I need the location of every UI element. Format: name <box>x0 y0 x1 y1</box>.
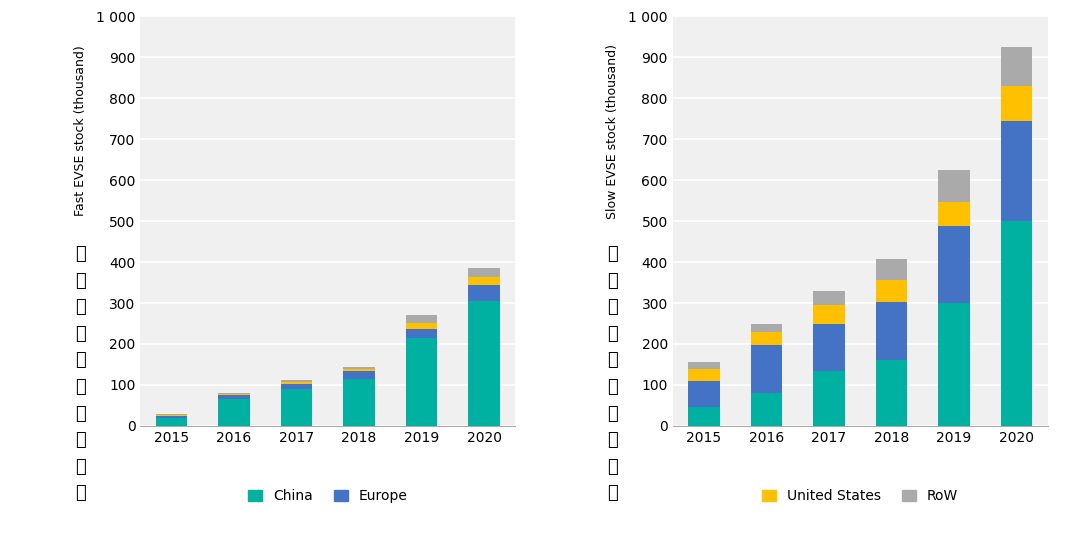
Text: 有: 有 <box>607 352 618 369</box>
Text: （: （ <box>607 405 618 423</box>
Legend: United States, RoW: United States, RoW <box>757 484 963 509</box>
Bar <box>876 259 907 280</box>
Bar <box>281 384 312 389</box>
Bar <box>688 363 719 369</box>
Bar <box>813 371 845 426</box>
Bar <box>218 394 249 395</box>
Bar <box>281 382 312 384</box>
Text: ）: ） <box>75 484 85 502</box>
Text: （: （ <box>75 405 85 423</box>
Bar <box>156 415 187 416</box>
Bar <box>751 331 782 345</box>
Bar <box>1001 86 1032 121</box>
Bar <box>751 345 782 393</box>
Bar <box>156 418 187 426</box>
Bar <box>876 302 907 359</box>
Bar <box>1001 221 1032 426</box>
Bar <box>218 399 249 426</box>
Text: 快: 快 <box>75 245 85 263</box>
Bar <box>688 369 719 381</box>
Bar <box>813 290 845 305</box>
Text: 保: 保 <box>75 325 85 343</box>
Bar <box>876 359 907 426</box>
Text: 充: 充 <box>75 271 85 289</box>
Bar <box>876 280 907 302</box>
Text: 个: 个 <box>75 458 85 476</box>
Bar <box>156 416 187 418</box>
Text: ）: ） <box>607 484 618 502</box>
Bar <box>156 414 187 415</box>
Bar <box>939 303 970 426</box>
Text: 千: 千 <box>75 431 85 449</box>
Bar <box>813 305 845 323</box>
Y-axis label: Slow EVSE stock (thousand): Slow EVSE stock (thousand) <box>606 44 619 218</box>
Text: 保: 保 <box>607 325 618 343</box>
Text: 充: 充 <box>607 271 618 289</box>
Bar <box>688 407 719 426</box>
Text: 有: 有 <box>75 352 85 369</box>
Text: 桩: 桩 <box>75 298 85 316</box>
Bar <box>688 381 719 407</box>
Bar <box>343 366 375 369</box>
Bar <box>218 393 249 394</box>
Text: 慢: 慢 <box>607 245 618 263</box>
Bar <box>1001 47 1032 86</box>
Text: 量: 量 <box>607 378 618 396</box>
Text: 个: 个 <box>607 458 618 476</box>
Bar <box>469 268 500 277</box>
Y-axis label: Fast EVSE stock (thousand): Fast EVSE stock (thousand) <box>73 46 86 216</box>
Bar <box>406 316 437 323</box>
Bar <box>939 226 970 303</box>
Bar <box>218 395 249 399</box>
Bar <box>751 323 782 331</box>
Bar <box>1001 121 1032 221</box>
Bar <box>343 369 375 371</box>
Text: 桩: 桩 <box>607 298 618 316</box>
Bar <box>343 371 375 379</box>
Legend: China, Europe: China, Europe <box>243 484 414 509</box>
Bar <box>406 329 437 338</box>
Bar <box>469 277 500 284</box>
Bar <box>406 323 437 329</box>
Text: 量: 量 <box>75 378 85 396</box>
Bar <box>281 389 312 426</box>
Bar <box>469 301 500 426</box>
Bar <box>281 381 312 382</box>
Bar <box>751 393 782 426</box>
Bar <box>406 338 437 426</box>
Bar <box>939 169 970 203</box>
Text: 千: 千 <box>607 431 618 449</box>
Bar <box>343 379 375 426</box>
Bar <box>469 284 500 301</box>
Bar <box>813 323 845 371</box>
Bar <box>939 203 970 226</box>
